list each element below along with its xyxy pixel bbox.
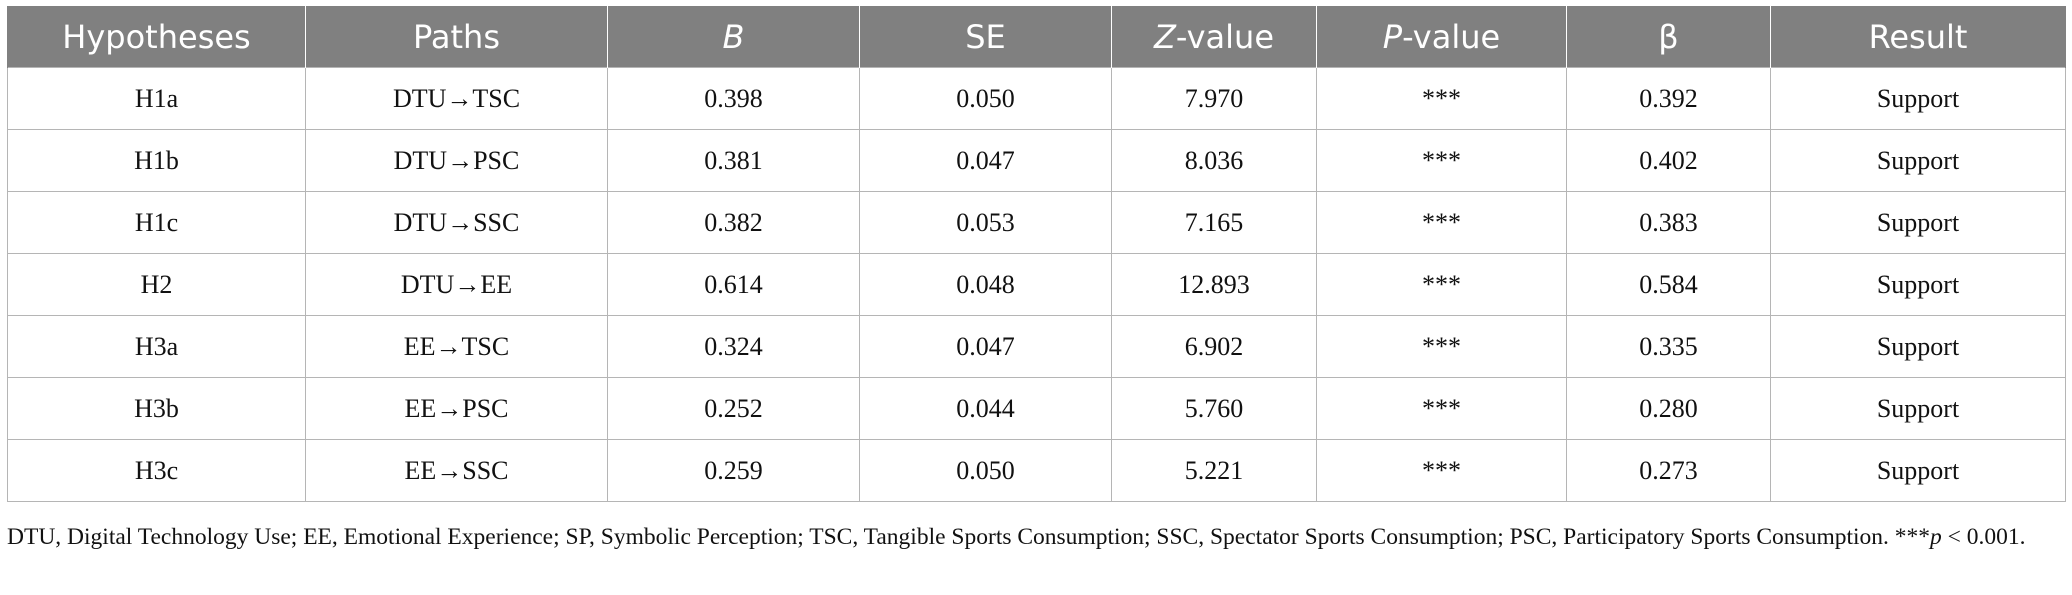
- hypothesis-cell: H3a: [7, 315, 306, 378]
- result-cell: Support: [1770, 191, 2066, 254]
- path-cell: DTU→EE: [305, 253, 608, 316]
- result-cell: Support: [1770, 67, 2066, 130]
- table-row: H1b DTU→PSC 0.381 0.047 8.036 *** 0.402 Support: [7, 129, 2066, 192]
- table-row: H2 DTU→EE 0.614 0.048 12.893 *** 0.584 Support: [7, 253, 2066, 316]
- column-header-beta: β: [1566, 6, 1771, 68]
- result-cell: Support: [1770, 253, 2066, 316]
- p-value-cell: ***: [1316, 439, 1567, 502]
- column-header-text: Result: [1868, 17, 1968, 56]
- table-footnote: DTU, Digital Technology Use; EE, Emotion…: [7, 520, 2065, 554]
- se-cell: 0.044: [859, 377, 1112, 440]
- path-cell: EE→SSC: [305, 439, 608, 502]
- column-header-p-value: P-value: [1316, 6, 1567, 68]
- table-row: H1a DTU→TSC 0.398 0.050 7.970 *** 0.392 Support: [7, 67, 2066, 130]
- column-header-text: SE: [965, 17, 1006, 56]
- hypothesis-cell: H3b: [7, 377, 306, 440]
- hypothesis-cell: H1c: [7, 191, 306, 254]
- b-cell: 0.398: [607, 67, 860, 130]
- path-cell: DTU→PSC: [305, 129, 608, 192]
- column-header-italic-text: P: [1382, 17, 1403, 56]
- hypothesis-cell: H1a: [7, 67, 306, 130]
- column-header-text: Hypotheses: [62, 17, 251, 56]
- se-cell: 0.047: [859, 129, 1112, 192]
- footnote-p-threshold: < 0.001.: [1941, 524, 2026, 550]
- z-value-cell: 7.970: [1111, 67, 1317, 130]
- p-value-cell: ***: [1316, 191, 1567, 254]
- column-header-b: B: [607, 6, 860, 68]
- table-body: H1a DTU→TSC 0.398 0.050 7.970 *** 0.392 Support…: [7, 67, 2066, 502]
- column-header-text: β: [1658, 17, 1679, 56]
- beta-cell: 0.383: [1566, 191, 1771, 254]
- results-table-container: Hypotheses Paths B SE Z-value P-value β Result …: [7, 6, 2066, 502]
- p-value-cell: ***: [1316, 377, 1567, 440]
- b-cell: 0.252: [607, 377, 860, 440]
- z-value-cell: 5.760: [1111, 377, 1317, 440]
- footnote-text: DTU, Digital Technology Use; EE, Emotion…: [7, 524, 1931, 550]
- se-cell: 0.050: [859, 439, 1112, 502]
- b-cell: 0.614: [607, 253, 860, 316]
- column-header-suffix: -value: [1402, 17, 1501, 56]
- hypothesis-results-table: Hypotheses Paths B SE Z-value P-value β Result …: [7, 6, 2066, 502]
- header-row: Hypotheses Paths B SE Z-value P-value β Result: [7, 6, 2066, 68]
- column-header-hypotheses: Hypotheses: [7, 6, 306, 68]
- beta-cell: 0.402: [1566, 129, 1771, 192]
- table-row: H3b EE→PSC 0.252 0.044 5.760 *** 0.280 Support: [7, 377, 2066, 440]
- hypothesis-cell: H2: [7, 253, 306, 316]
- z-value-cell: 5.221: [1111, 439, 1317, 502]
- column-header-z-value: Z-value: [1111, 6, 1317, 68]
- path-cell: DTU→SSC: [305, 191, 608, 254]
- footnote-p-symbol: p: [1930, 524, 1942, 550]
- column-header-italic-text: Z: [1153, 17, 1176, 56]
- column-header-se: SE: [859, 6, 1112, 68]
- beta-cell: 0.584: [1566, 253, 1771, 316]
- b-cell: 0.381: [607, 129, 860, 192]
- z-value-cell: 12.893: [1111, 253, 1317, 316]
- path-cell: EE→PSC: [305, 377, 608, 440]
- p-value-cell: ***: [1316, 253, 1567, 316]
- column-header-result: Result: [1770, 6, 2066, 68]
- z-value-cell: 6.902: [1111, 315, 1317, 378]
- p-value-cell: ***: [1316, 315, 1567, 378]
- result-cell: Support: [1770, 129, 2066, 192]
- se-cell: 0.050: [859, 67, 1112, 130]
- result-cell: Support: [1770, 315, 2066, 378]
- b-cell: 0.259: [607, 439, 860, 502]
- table-row: H3a EE→TSC 0.324 0.047 6.902 *** 0.335 Support: [7, 315, 2066, 378]
- p-value-cell: ***: [1316, 129, 1567, 192]
- beta-cell: 0.335: [1566, 315, 1771, 378]
- z-value-cell: 8.036: [1111, 129, 1317, 192]
- beta-cell: 0.392: [1566, 67, 1771, 130]
- b-cell: 0.324: [607, 315, 860, 378]
- column-header-italic-text: B: [722, 17, 745, 56]
- result-cell: Support: [1770, 377, 2066, 440]
- b-cell: 0.382: [607, 191, 860, 254]
- column-header-text: Paths: [413, 17, 500, 56]
- result-cell: Support: [1770, 439, 2066, 502]
- beta-cell: 0.280: [1566, 377, 1771, 440]
- hypothesis-cell: H3c: [7, 439, 306, 502]
- beta-cell: 0.273: [1566, 439, 1771, 502]
- table-row: H1c DTU→SSC 0.382 0.053 7.165 *** 0.383 Support: [7, 191, 2066, 254]
- hypothesis-cell: H1b: [7, 129, 306, 192]
- se-cell: 0.047: [859, 315, 1112, 378]
- column-header-suffix: -value: [1175, 17, 1274, 56]
- table-row: H3c EE→SSC 0.259 0.050 5.221 *** 0.273 Support: [7, 439, 2066, 502]
- path-cell: EE→TSC: [305, 315, 608, 378]
- p-value-cell: ***: [1316, 67, 1567, 130]
- se-cell: 0.053: [859, 191, 1112, 254]
- column-header-paths: Paths: [305, 6, 608, 68]
- z-value-cell: 7.165: [1111, 191, 1317, 254]
- se-cell: 0.048: [859, 253, 1112, 316]
- path-cell: DTU→TSC: [305, 67, 608, 130]
